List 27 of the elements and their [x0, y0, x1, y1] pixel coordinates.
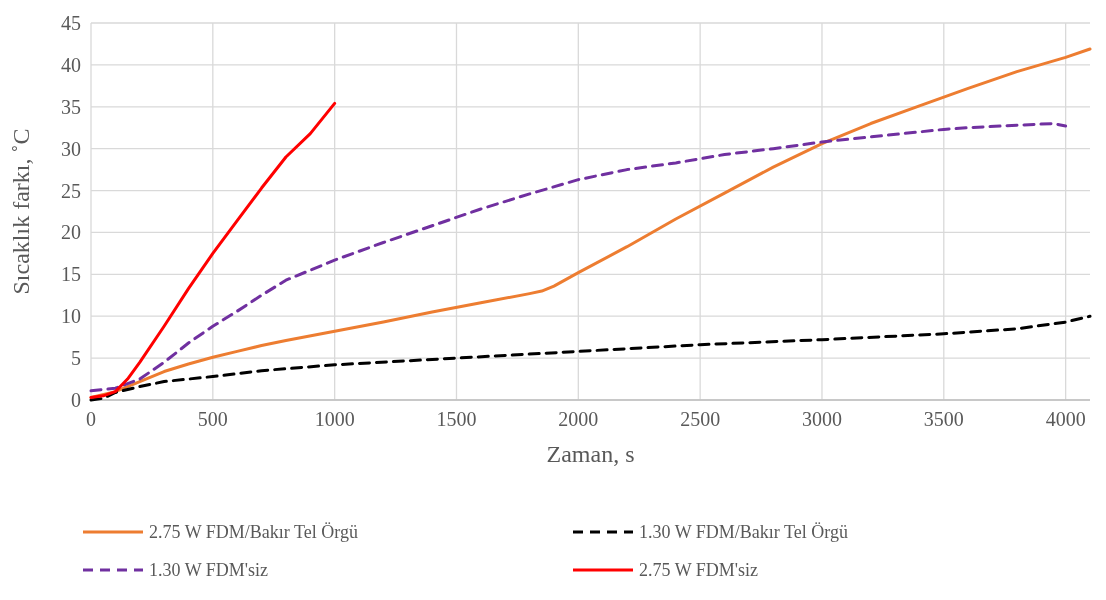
legend-label: 1.30 W FDM/Bakır Tel Örgü	[639, 522, 848, 543]
legend-label: 2.75 W FDM'siz	[639, 560, 759, 581]
x-tick-label: 500	[197, 408, 228, 430]
y-tick-label: 30	[61, 137, 81, 160]
x-tick-label: 2000	[558, 408, 599, 430]
x-tick-label: 0	[86, 408, 96, 430]
y-axis-title: Sıcaklık farkı, ˚C	[8, 128, 34, 295]
line-series	[89, 101, 337, 399]
y-tick-label: 20	[61, 221, 81, 244]
y-tick-label: 0	[71, 389, 81, 411]
x-tick-label: 4000	[1045, 408, 1086, 430]
legend-label: 2.75 W FDM/Bakır Tel Örgü	[149, 522, 358, 543]
y-tick-label: 35	[61, 95, 81, 118]
x-axis-title: Zaman, s	[546, 441, 635, 467]
y-tick-label: 10	[61, 305, 81, 328]
y-tick-label: 25	[61, 179, 81, 202]
x-tick-label: 1500	[436, 408, 477, 430]
x-tick-label: 3000	[801, 408, 842, 430]
y-tick-label: 5	[71, 347, 81, 370]
line-series	[89, 122, 1068, 393]
x-tick-label: 1000	[314, 408, 355, 430]
x-tick-label: 3500	[923, 408, 964, 430]
y-tick-label: 40	[61, 53, 81, 76]
legend-label: 1.30 W FDM'siz	[149, 560, 269, 581]
x-tick-label: 2500	[680, 408, 721, 430]
y-tick-label: 45	[61, 12, 81, 34]
y-tick-label: 15	[61, 263, 81, 286]
